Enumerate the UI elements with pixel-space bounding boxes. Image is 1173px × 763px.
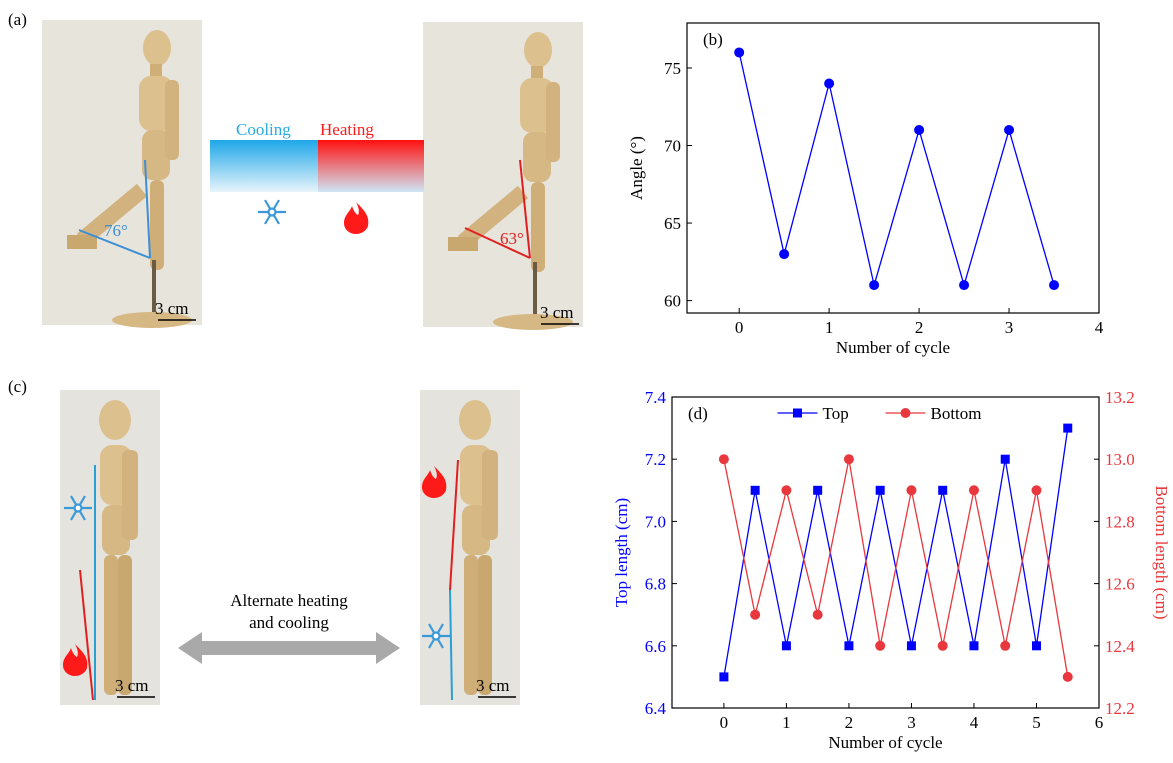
heating-label: Heating bbox=[320, 120, 374, 139]
legend-label: Top bbox=[823, 404, 849, 423]
y-tick-label: 13.0 bbox=[1105, 450, 1135, 469]
scale-label: 3 cm bbox=[155, 299, 189, 318]
marker bbox=[869, 280, 879, 290]
y-tick-label: 7.0 bbox=[645, 512, 666, 531]
x-tick-label: 6 bbox=[1095, 713, 1104, 732]
angle-label: 76° bbox=[104, 221, 128, 240]
marker bbox=[1063, 424, 1072, 433]
y-tick-label: 12.8 bbox=[1105, 512, 1135, 531]
marker bbox=[844, 641, 853, 650]
y-tick-label: 13.2 bbox=[1105, 388, 1135, 407]
x-tick-label: 1 bbox=[782, 713, 791, 732]
marker bbox=[938, 641, 948, 651]
marker bbox=[813, 610, 823, 620]
legend-marker bbox=[793, 409, 802, 418]
x-axis-title: Number of cycle bbox=[836, 338, 950, 357]
marker bbox=[779, 249, 789, 259]
y-tick-label: 60 bbox=[664, 292, 681, 311]
y-tick-label: 75 bbox=[664, 59, 681, 78]
marker bbox=[751, 486, 760, 495]
x-tick-label: 4 bbox=[1095, 318, 1104, 337]
x-tick-label: 3 bbox=[1005, 318, 1014, 337]
photo bbox=[423, 22, 583, 330]
flame-icon bbox=[344, 202, 368, 234]
marker bbox=[1032, 641, 1041, 650]
legend-label: Bottom bbox=[931, 404, 982, 423]
marker bbox=[907, 641, 916, 650]
marker bbox=[959, 280, 969, 290]
y-axis-title: Angle (°) bbox=[627, 136, 646, 200]
marker bbox=[844, 454, 854, 464]
scale-label: 3 cm bbox=[540, 303, 574, 322]
legend-marker bbox=[901, 408, 911, 418]
y-tick-label: 6.8 bbox=[645, 575, 666, 594]
panel-label: (c) bbox=[8, 377, 27, 396]
marker bbox=[1004, 125, 1014, 135]
arrow-text: and cooling bbox=[249, 613, 329, 632]
arrow-text: Alternate heating bbox=[230, 591, 348, 610]
y-tick-label: 12.6 bbox=[1105, 575, 1135, 594]
marker bbox=[750, 610, 760, 620]
marker bbox=[938, 486, 947, 495]
marker bbox=[969, 641, 978, 650]
y-tick-label: 6.6 bbox=[645, 637, 666, 656]
marker bbox=[719, 454, 729, 464]
plot-frame bbox=[687, 23, 1099, 313]
marker bbox=[719, 672, 728, 681]
y-tick-label: 12.2 bbox=[1105, 699, 1135, 718]
marker bbox=[1063, 672, 1073, 682]
marker bbox=[734, 47, 744, 57]
panel-label: (a) bbox=[8, 10, 27, 29]
y2-axis-title: Bottom length (cm) bbox=[1152, 485, 1171, 619]
photo bbox=[420, 390, 520, 705]
x-tick-label: 3 bbox=[907, 713, 916, 732]
marker bbox=[875, 641, 885, 651]
y-tick-label: 70 bbox=[664, 137, 681, 156]
x-tick-label: 1 bbox=[825, 318, 834, 337]
x-axis-title: Number of cycle bbox=[828, 733, 942, 752]
snowflake-icon bbox=[258, 200, 286, 224]
panel-label: (d) bbox=[688, 404, 708, 423]
angle-label: 63° bbox=[500, 229, 524, 248]
scale-label: 3 cm bbox=[476, 676, 510, 695]
x-tick-label: 5 bbox=[1032, 713, 1041, 732]
y-tick-label: 6.4 bbox=[645, 699, 667, 718]
marker bbox=[781, 485, 791, 495]
series-line bbox=[724, 459, 1068, 677]
series-line bbox=[724, 428, 1068, 677]
marker bbox=[1000, 641, 1010, 651]
marker bbox=[876, 486, 885, 495]
y-axis-title: Top length (cm) bbox=[612, 498, 631, 607]
y-tick-label: 7.2 bbox=[645, 450, 666, 469]
cooling-bar bbox=[210, 140, 318, 192]
marker bbox=[813, 486, 822, 495]
x-tick-label: 0 bbox=[735, 318, 744, 337]
marker bbox=[914, 125, 924, 135]
heating-bar bbox=[318, 140, 424, 192]
marker bbox=[782, 641, 791, 650]
marker bbox=[1049, 280, 1059, 290]
x-tick-label: 2 bbox=[845, 713, 854, 732]
marker bbox=[906, 485, 916, 495]
x-tick-label: 4 bbox=[970, 713, 979, 732]
plot-frame bbox=[672, 397, 1099, 708]
marker bbox=[969, 485, 979, 495]
marker bbox=[824, 78, 834, 88]
marker bbox=[1001, 455, 1010, 464]
panel-label: (b) bbox=[703, 30, 723, 49]
y-tick-label: 12.4 bbox=[1105, 637, 1135, 656]
x-tick-label: 0 bbox=[720, 713, 729, 732]
marker bbox=[1031, 485, 1041, 495]
y-tick-label: 7.4 bbox=[645, 388, 667, 407]
y-tick-label: 65 bbox=[664, 214, 681, 233]
photo bbox=[42, 20, 202, 328]
scale-label: 3 cm bbox=[115, 676, 149, 695]
cooling-label: Cooling bbox=[236, 120, 291, 139]
x-tick-label: 2 bbox=[915, 318, 924, 337]
double-arrow bbox=[178, 632, 400, 664]
figure: (a) 76° 63° 3 cm 3 cm Cooling Heating (c… bbox=[0, 0, 1173, 758]
